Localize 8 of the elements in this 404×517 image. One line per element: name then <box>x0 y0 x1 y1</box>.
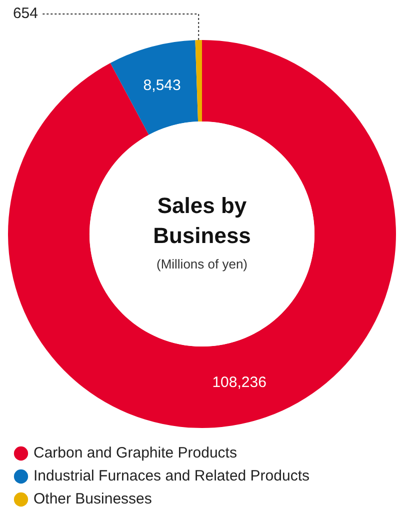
text: (Millions of yen) <box>156 256 248 272</box>
data-label: 654 <box>12 5 38 22</box>
text: Sales by Business <box>153 193 251 248</box>
legend-label: Industrial Furnaces and Related Products <box>34 468 310 485</box>
legend-label: Carbon and Graphite Products <box>34 444 237 462</box>
data-label: 8,543 <box>143 77 181 94</box>
data-label: 108,236 <box>212 374 266 391</box>
legend-label: Other Businesses <box>34 490 152 508</box>
